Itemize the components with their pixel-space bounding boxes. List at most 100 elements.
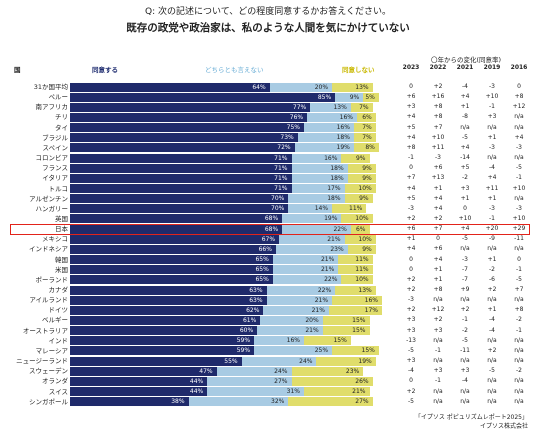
bar-segment-agree: 85% bbox=[70, 92, 336, 102]
change-value: +3 bbox=[460, 184, 470, 192]
bar-segment-agree: 70% bbox=[70, 194, 289, 204]
data-label-agree: 65% bbox=[255, 276, 269, 284]
stacked-bar: 44% 31% 21% bbox=[70, 387, 382, 396]
chart-title: 既存の政党や政治家は、私のような人間を気にかけていない bbox=[126, 22, 410, 34]
stacked-bar: 47% 24% 23% bbox=[70, 366, 382, 376]
chart-row: 英国 68% 19% 10% +2 +2 +10 -1 +10 bbox=[0, 214, 536, 224]
bar-segment-agree: 47% bbox=[70, 366, 217, 376]
bar-segment-disagree: 21% bbox=[303, 387, 370, 396]
country-label: シンガポール bbox=[29, 397, 68, 406]
country-label: 英国 bbox=[55, 214, 68, 223]
question-text: Q: 次の記述について、どの程度同意するかお答えください。 bbox=[145, 7, 391, 17]
highlight-box bbox=[10, 223, 530, 235]
data-label-disagree: 15% bbox=[333, 337, 347, 345]
change-value: +4 bbox=[487, 174, 497, 182]
stacked-bar: 59% 16% 15% bbox=[70, 336, 382, 346]
country-label: オランダ bbox=[42, 377, 68, 386]
change-value: +6 bbox=[406, 225, 416, 233]
chart-row: インドネシア 66% 23% 9% +4 +6 n/a n/a n/a bbox=[0, 244, 536, 254]
data-label-neither: 20% bbox=[305, 316, 319, 324]
change-value: +3 bbox=[406, 357, 416, 365]
change-value: -4 bbox=[489, 316, 495, 324]
bar-segment-disagree: 10% bbox=[341, 214, 373, 224]
data-label-neither: 21% bbox=[314, 296, 329, 304]
change-value: 0 bbox=[409, 164, 413, 172]
bar-segment-disagree: 9% bbox=[347, 173, 376, 183]
change-value: -5 bbox=[408, 346, 414, 354]
stacked-bar: 60% 21% 15% bbox=[70, 326, 382, 336]
bar-segment-agree: 70% bbox=[70, 204, 289, 214]
country-label: タイ bbox=[55, 123, 68, 132]
change-value: +8 bbox=[433, 113, 443, 121]
chart-row: メキシコ 67% 21% 10% +1 0 -5 -9 -11 bbox=[0, 234, 536, 244]
stacked-bar: 67% 21% 10% bbox=[70, 234, 382, 244]
stacked-bar: 38% 32% 27% bbox=[70, 397, 382, 407]
data-label-agree: 47% bbox=[199, 367, 213, 375]
change-value: 0 bbox=[517, 255, 521, 263]
change-value: n/a bbox=[514, 194, 524, 202]
bar-segment-neither: 22% bbox=[266, 285, 336, 295]
data-label-agree: 73% bbox=[280, 134, 294, 142]
change-value: -2 bbox=[462, 174, 468, 182]
year-header-3: 2019 bbox=[483, 64, 501, 71]
data-label-agree: 38% bbox=[171, 398, 185, 406]
country-label: ドイツ bbox=[48, 306, 69, 315]
change-value: +7 bbox=[433, 123, 443, 131]
chart-row: 米国 65% 21% 11% 0 +1 -7 -2 -1 bbox=[0, 265, 536, 275]
change-value: -4 bbox=[489, 164, 495, 172]
change-value: -3 bbox=[516, 204, 522, 212]
data-label-neither: 23% bbox=[330, 245, 344, 253]
stacked-bar: 68% 19% 10% bbox=[70, 214, 382, 224]
change-value: -5 bbox=[462, 336, 468, 344]
change-value: 0 bbox=[409, 83, 413, 90]
stacked-bar: 66% 23% 9% bbox=[70, 244, 382, 254]
chart-row: アルゼンチン 70% 18% 9% +5 +4 +1 +1 n/a bbox=[0, 194, 536, 204]
change-value: +3 bbox=[487, 113, 497, 121]
data-label-agree: 71% bbox=[274, 174, 288, 182]
change-value: +9 bbox=[460, 286, 470, 293]
bar-segment-disagree: 10% bbox=[344, 184, 376, 193]
bar-segment-disagree: 7% bbox=[350, 102, 373, 112]
bar-segment-disagree: 11% bbox=[332, 204, 367, 214]
bar-segment-neither: 19% bbox=[294, 143, 354, 153]
country-label: 南アフリカ bbox=[35, 103, 69, 112]
change-value: +11 bbox=[485, 184, 499, 192]
bar-segment-disagree: 13% bbox=[332, 82, 373, 92]
data-label-agree: 68% bbox=[264, 215, 279, 223]
change-value: +10 bbox=[458, 214, 472, 222]
change-value: n/a bbox=[514, 296, 524, 304]
data-label-disagree: 10% bbox=[358, 185, 372, 192]
change-value: n/a bbox=[514, 123, 524, 131]
data-label-disagree: 6% bbox=[355, 225, 366, 233]
change-value: n/a bbox=[487, 245, 497, 253]
data-label-disagree: 26% bbox=[355, 377, 369, 385]
country-label: ペルー bbox=[48, 93, 69, 102]
country-column-header: 国 bbox=[14, 66, 21, 74]
country-label: ベルギー bbox=[42, 316, 68, 325]
data-label-neither: 18% bbox=[327, 195, 341, 203]
change-value: +4 bbox=[514, 133, 524, 141]
chart-row: スイス 44% 31% 21% +2 n/a n/a n/a n/a bbox=[0, 387, 536, 397]
country-label: ニュージーランド bbox=[16, 357, 68, 366]
bar-segment-disagree: 26% bbox=[291, 376, 373, 386]
change-value: +3 bbox=[433, 367, 443, 375]
change-value: +8 bbox=[406, 143, 416, 151]
change-value: -5 bbox=[408, 397, 414, 405]
change-value: n/a bbox=[487, 296, 497, 304]
bar-segment-agree: 63% bbox=[70, 295, 267, 305]
bar-segment-agree: 59% bbox=[70, 336, 255, 346]
change-value: n/a bbox=[487, 357, 497, 365]
country-label: スペイン bbox=[42, 143, 68, 152]
data-label-disagree: 11% bbox=[355, 256, 369, 264]
data-label-neither: 31% bbox=[286, 388, 300, 395]
change-value: 0 bbox=[436, 235, 440, 243]
data-label-disagree: 11% bbox=[349, 205, 363, 213]
bar-segment-neither: 23% bbox=[275, 244, 348, 254]
change-value: n/a bbox=[514, 336, 524, 344]
bar-segment-disagree: 9% bbox=[347, 163, 376, 173]
change-value: +29 bbox=[512, 225, 526, 233]
change-value: +10 bbox=[512, 184, 526, 192]
chart-row: 南アフリカ 77% 13% 7% +3 +8 +1 -1 +12 bbox=[0, 102, 536, 112]
bar-segment-agree: 68% bbox=[70, 224, 283, 234]
bar-segment-agree: 59% bbox=[70, 346, 255, 356]
